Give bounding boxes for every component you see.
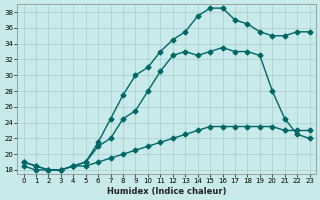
X-axis label: Humidex (Indice chaleur): Humidex (Indice chaleur) bbox=[107, 187, 226, 196]
